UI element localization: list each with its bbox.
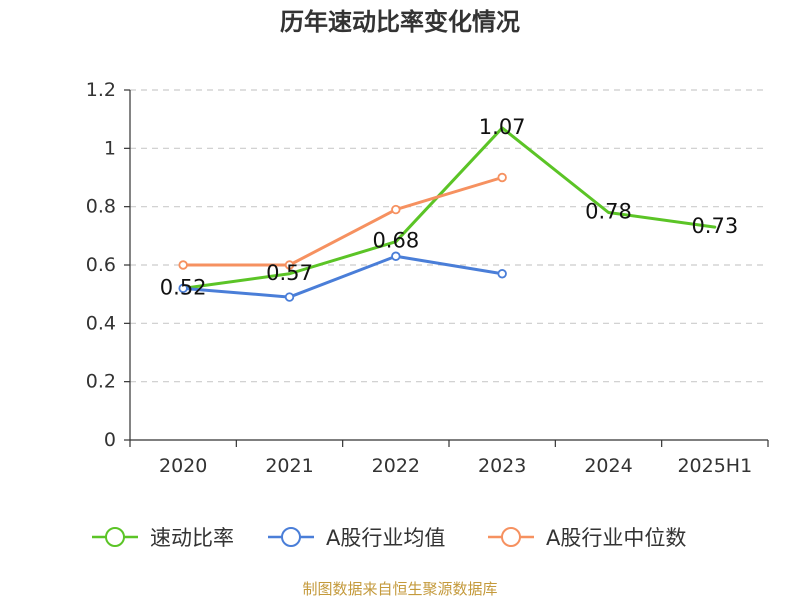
data-label: 0.68 bbox=[372, 229, 419, 253]
data-label: 0.78 bbox=[585, 200, 632, 224]
y-tick-label: 0.6 bbox=[86, 254, 116, 276]
series-line bbox=[181, 126, 717, 290]
source-footer: 制图数据来自恒生聚源数据库 bbox=[302, 580, 498, 598]
legend-label: 速动比率 bbox=[150, 526, 234, 550]
data-point[interactable] bbox=[391, 204, 401, 215]
data-point[interactable] bbox=[497, 172, 507, 183]
data-point[interactable] bbox=[178, 260, 188, 270]
data-point[interactable] bbox=[391, 251, 401, 261]
legend-item-quick-ratio[interactable]: 速动比率 bbox=[92, 518, 234, 556]
data-point[interactable] bbox=[284, 260, 295, 270]
series-line bbox=[181, 254, 504, 299]
data-point[interactable] bbox=[178, 283, 188, 294]
x-tick-label: 2020 bbox=[159, 455, 207, 477]
legend-label: A股行业均值 bbox=[326, 526, 446, 550]
data-label: 0.57 bbox=[266, 261, 313, 285]
x-tick-label: 2021 bbox=[265, 455, 313, 477]
legend-line-circle-icon bbox=[268, 527, 314, 547]
y-tick-label: 0.2 bbox=[86, 371, 116, 393]
legend-item-industry-median[interactable]: A股行业中位数 bbox=[488, 518, 686, 556]
legend-line-circle-icon bbox=[488, 527, 534, 547]
legend-line-circle-icon bbox=[92, 527, 138, 547]
y-tick-label: 1.2 bbox=[86, 79, 116, 101]
data-label: 0.52 bbox=[160, 275, 207, 299]
x-tick-label: 2025H1 bbox=[677, 455, 752, 477]
data-label: 1.07 bbox=[479, 115, 526, 139]
chart-title: 历年速动比率变化情况 bbox=[280, 8, 520, 36]
y-tick-label: 0 bbox=[104, 429, 116, 451]
x-tick-label: 2022 bbox=[372, 455, 420, 477]
legend-label: A股行业中位数 bbox=[546, 526, 687, 550]
x-tick-label: 2023 bbox=[478, 455, 526, 477]
chart-legend: 速动比率 A股行业均值 A股行业中位数 bbox=[0, 518, 800, 556]
data-point[interactable] bbox=[497, 269, 507, 279]
x-tick-label: 2024 bbox=[584, 455, 632, 477]
data-point[interactable] bbox=[284, 292, 295, 302]
series-line bbox=[181, 176, 504, 267]
y-tick-label: 1 bbox=[104, 137, 116, 159]
y-tick-label: 0.4 bbox=[86, 312, 116, 334]
data-label: 0.73 bbox=[691, 214, 738, 238]
y-tick-label: 0.8 bbox=[86, 196, 116, 218]
legend-item-industry-mean[interactable]: A股行业均值 bbox=[268, 518, 445, 556]
